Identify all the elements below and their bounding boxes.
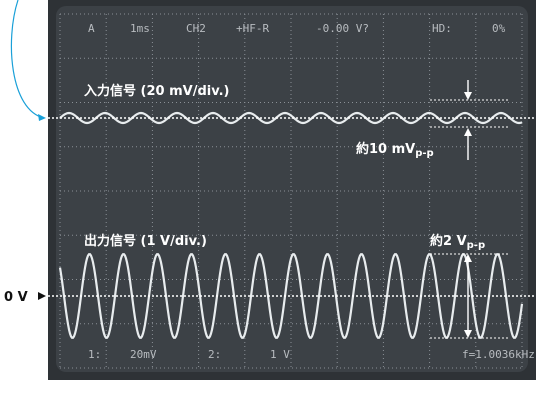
readout-text: 0% [492, 22, 506, 35]
readout-text: +HF-R [236, 22, 269, 35]
scope-figure: A 1ms CH2 +HF-R -0.00 V? HD: 0% 1: 20mV 2: 1 V f=… [0, 0, 547, 399]
zero-arrowhead [38, 292, 46, 300]
input-label: 入力信号 (20 mV/div.) [84, 83, 230, 99]
scope-screen [56, 6, 528, 372]
readout-text: 20mV [130, 348, 157, 361]
zero-level-label: 0 V [4, 290, 28, 305]
frequency-readout: f=1.0036kHz [462, 348, 535, 361]
readout-text: HD: [432, 22, 452, 35]
output-label: 出力信号 (1 V/div.) [84, 233, 207, 249]
readout-text: 1: [88, 348, 101, 361]
readout-text: 1 V [270, 348, 290, 361]
pointer-curve [11, 0, 44, 118]
readout-text: A [88, 22, 95, 35]
readout-text: 1ms [130, 22, 150, 35]
readout-text: -0.00 V? [316, 22, 369, 35]
pointer-arrowhead [38, 114, 46, 121]
readout-text: CH2 [186, 22, 206, 35]
readout-text: 2: [208, 348, 221, 361]
